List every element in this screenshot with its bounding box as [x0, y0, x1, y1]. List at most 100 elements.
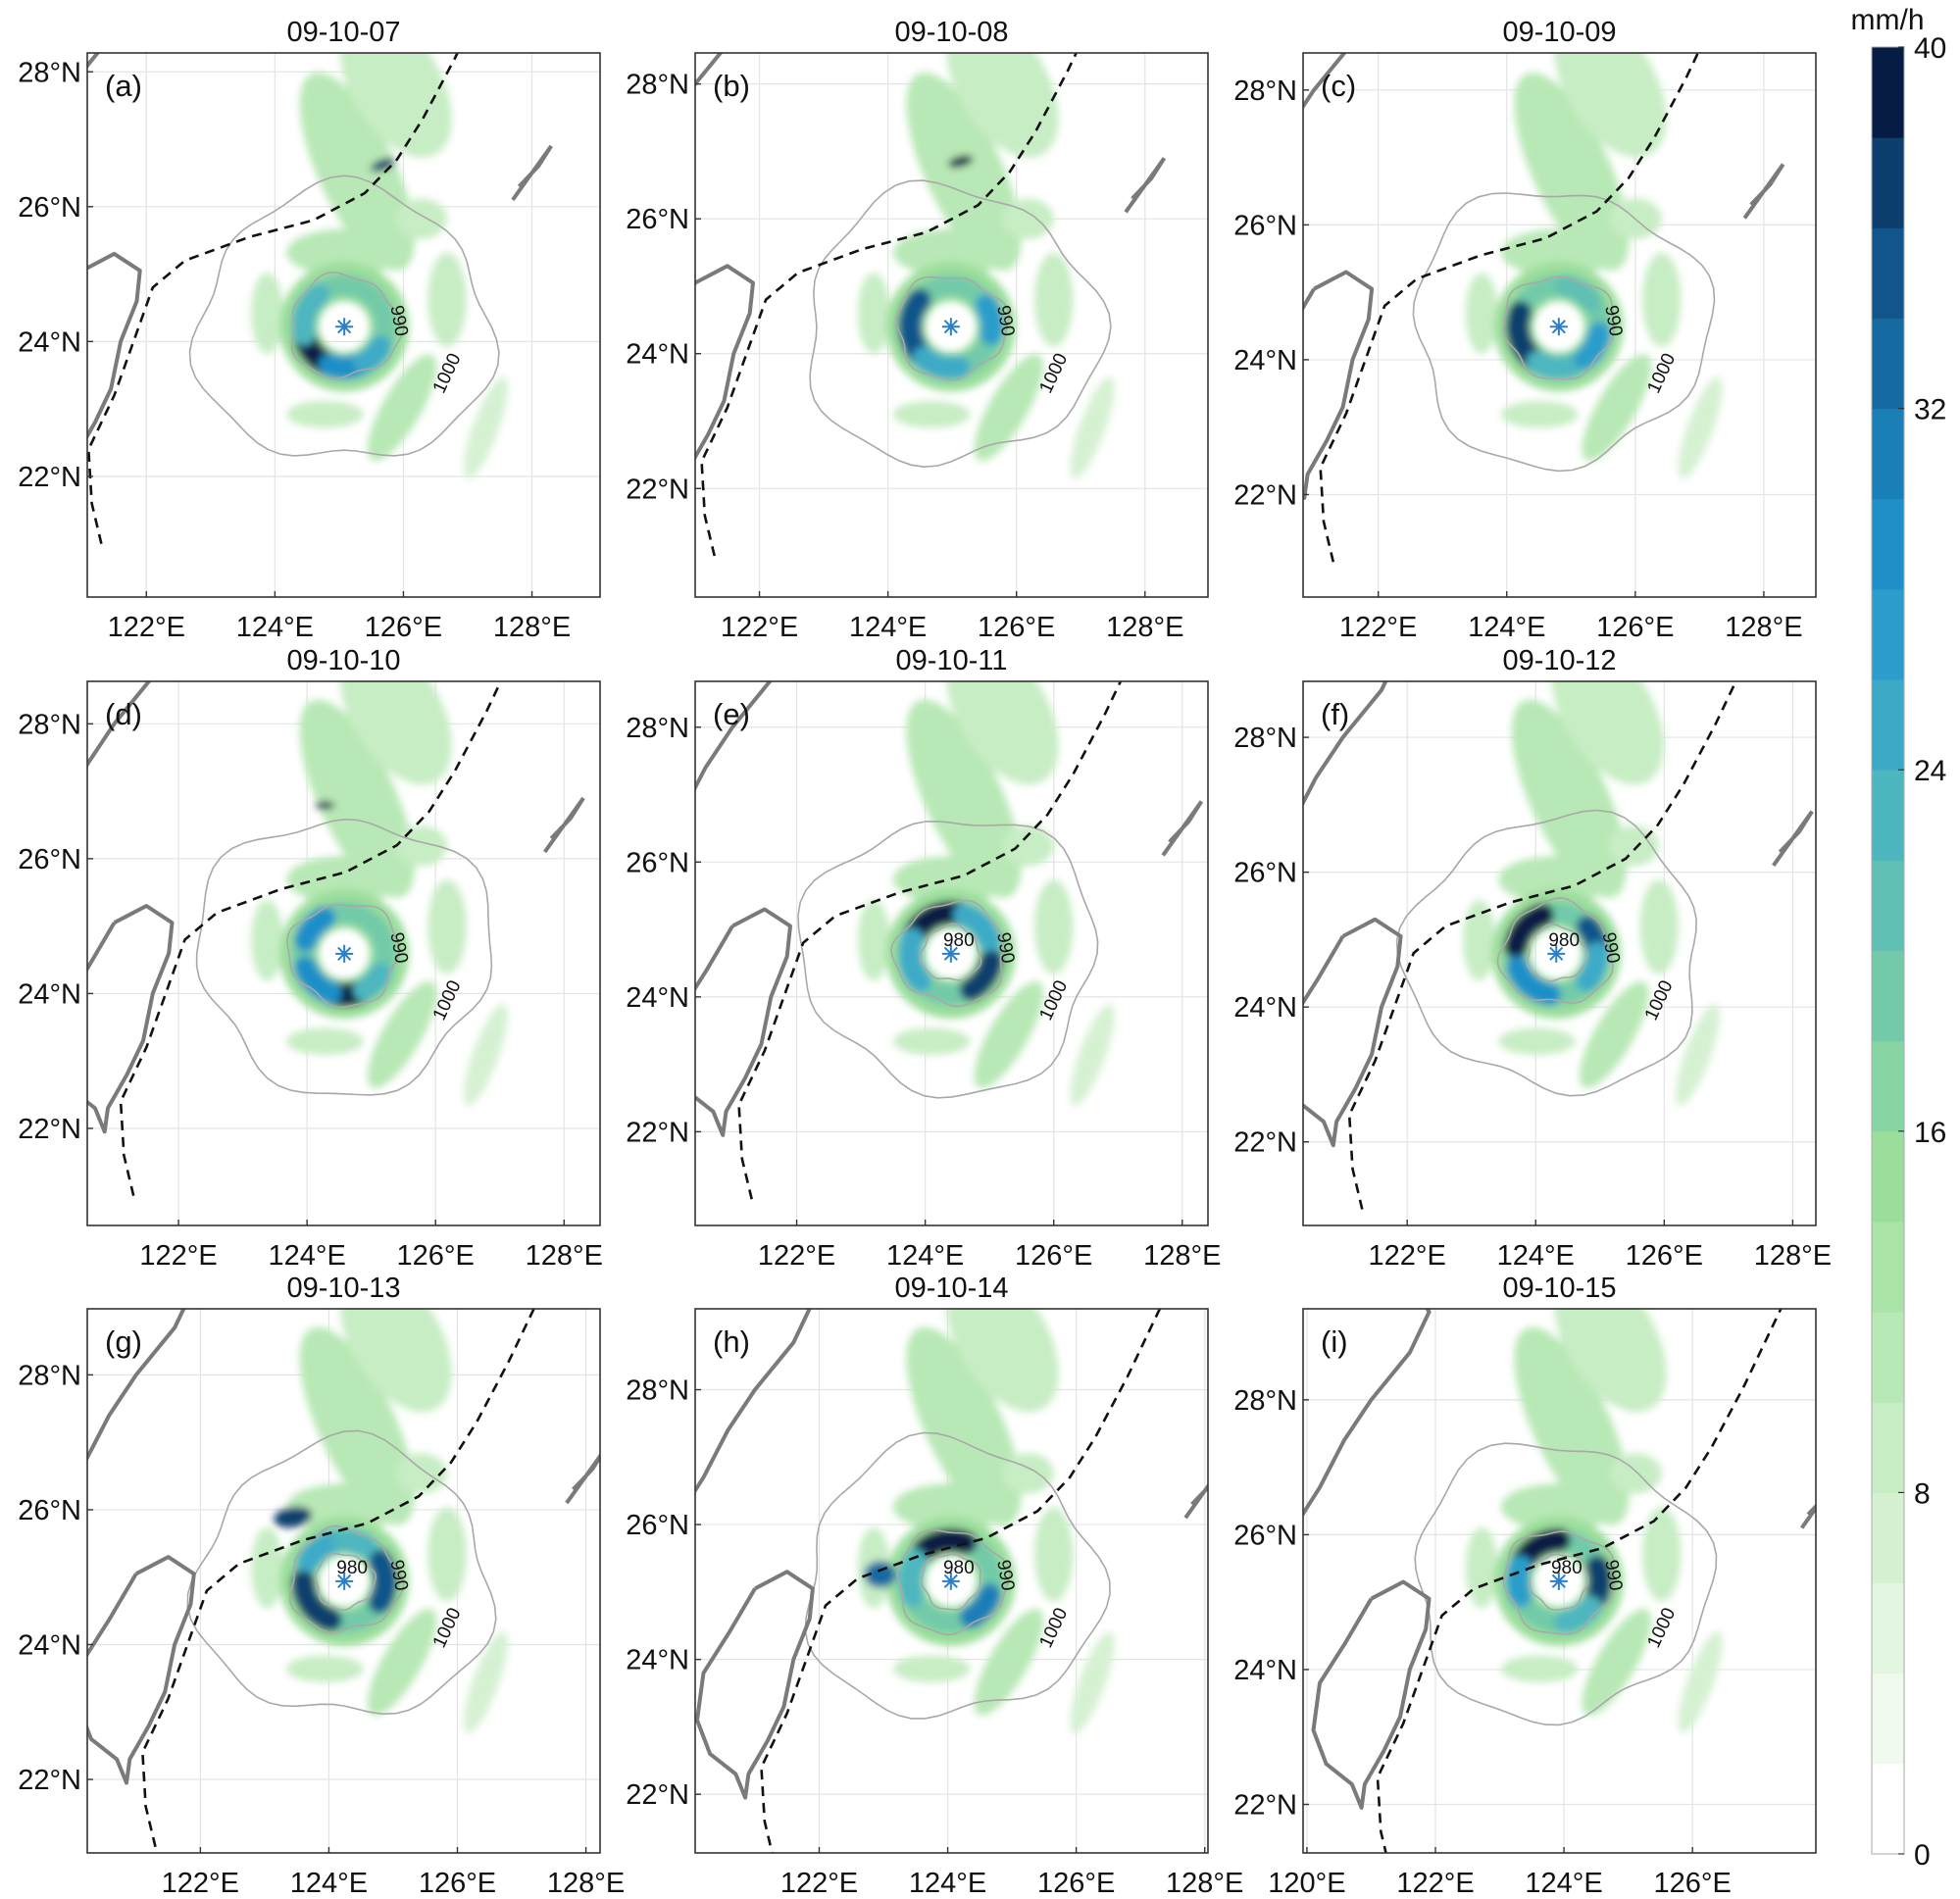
convective-cell: [947, 155, 974, 169]
colorbar-tick-label: 32: [1914, 394, 1946, 426]
contour-label: 980: [1548, 930, 1580, 951]
lat-tick-label: 26°N: [1233, 1520, 1297, 1551]
precipitation-field: [1465, 53, 1723, 479]
colorbar-level: [1872, 1402, 1904, 1493]
precipitation-field: [857, 1309, 1115, 1733]
colorbar-level: [1872, 1763, 1904, 1855]
isobar-990: [890, 899, 1004, 1008]
map-frame: [86, 1308, 601, 1854]
eyewall-rain-sector: [1554, 274, 1603, 313]
isobar-990: [1502, 1530, 1615, 1635]
lat-tick-label: 26°N: [626, 204, 689, 235]
colorbar-level: [1872, 1312, 1904, 1403]
lat-tick-label: 24°N: [626, 982, 689, 1014]
rainband-patch: [1553, 53, 1667, 158]
lat-tick-label: 26°N: [626, 1510, 689, 1541]
colorbar-tick-label: 40: [1914, 32, 1946, 65]
coastline-taiwan: [1303, 917, 1403, 1148]
panel-title: 09-10-15: [1502, 1273, 1616, 1304]
rainband-patch: [945, 681, 1059, 785]
coastline-okinawa: [565, 1452, 600, 1505]
asterisk-stroke: [1551, 1574, 1566, 1588]
colorbar-tick-label: 8: [1914, 1477, 1931, 1510]
colorbar-level: [1872, 408, 1904, 500]
lat-tick-label: 24°N: [1233, 345, 1297, 376]
lat-tick-label: 22°N: [1233, 1789, 1297, 1821]
rainband-patch: [945, 1309, 1059, 1413]
panel-label: (g): [105, 1324, 142, 1359]
isobar-1000: [1414, 1442, 1718, 1726]
colorbar-level: [1872, 1582, 1904, 1674]
lat-tick-label: 28°N: [18, 57, 81, 88]
lon-tick-label: 126°E: [419, 1868, 496, 1894]
lon-tick-label: 124°E: [268, 1240, 345, 1272]
asterisk-icon: [335, 944, 354, 963]
rainband-patch: [906, 1326, 1022, 1525]
isobar-1000: [797, 820, 1099, 1099]
lon-tick-label: 126°E: [1596, 612, 1674, 643]
colorbar-level: [1872, 1492, 1904, 1584]
asterisk-stroke: [943, 1574, 958, 1588]
rainband-patch: [395, 825, 448, 867]
coastline-taiwan: [87, 904, 175, 1134]
rainband-patch: [299, 1326, 415, 1525]
asterisk-stroke: [337, 1574, 352, 1588]
panel-label: (f): [1321, 697, 1349, 731]
isobar-980: [920, 1553, 981, 1611]
rainband-patch: [906, 72, 1022, 272]
lat-tick-label: 22°N: [626, 1779, 689, 1811]
panel-label: (b): [713, 69, 750, 103]
convective-cell: [371, 158, 395, 173]
colorbar-level: [1872, 498, 1904, 590]
asterisk-stroke: [943, 946, 958, 961]
colorbar-level: [1872, 679, 1904, 771]
isobar-1000: [809, 179, 1112, 469]
lat-tick-label: 26°N: [18, 844, 81, 875]
eyewall-rain-sector: [1554, 1595, 1603, 1634]
isobar-990: [1502, 275, 1615, 380]
asterisk-icon: [335, 1572, 354, 1590]
lat-tick-label: 28°N: [1233, 1385, 1297, 1417]
eyewall-rain-sector: [897, 1548, 928, 1608]
eyewall-rain-sector: [959, 1583, 1002, 1629]
coastline-china: [87, 1309, 186, 1463]
lat-tick-label: 22°N: [18, 1765, 81, 1796]
asterisk-icon: [1549, 318, 1568, 336]
colorbar-level: [1872, 137, 1904, 228]
rainband-patch: [1639, 879, 1679, 974]
eyewall-rain-sector: [1505, 1555, 1533, 1608]
coastline-taiwan: [87, 1555, 196, 1785]
coastline-okinawa: [1124, 157, 1167, 214]
colorbar-level: [1872, 1130, 1904, 1223]
asterisk-stroke: [1551, 320, 1566, 334]
rainband-patch: [427, 252, 467, 347]
rainband-patch: [1498, 1027, 1576, 1056]
map-frame: [1302, 680, 1817, 1226]
coastline-okinawa: [1742, 163, 1785, 220]
coastline-china: [695, 681, 773, 792]
precipitation-field: [251, 681, 508, 1106]
eyewall-rain-sector: [912, 1527, 978, 1562]
eyewall-rain-sector: [368, 1548, 398, 1614]
rainband-patch: [1002, 825, 1054, 867]
map-frame: [694, 52, 1209, 598]
lat-tick-label: 26°N: [18, 192, 81, 224]
rainband-patch: [286, 228, 403, 276]
lon-tick-label: 126°E: [1626, 1240, 1703, 1272]
coastline-taiwan: [1311, 1579, 1432, 1810]
panel-label: (e): [713, 697, 750, 731]
rainband-patch: [1500, 1655, 1579, 1683]
eyewall-rain-sector: [293, 956, 342, 1005]
rainband-patch: [1070, 1004, 1115, 1106]
coastline-okinawa: [1772, 810, 1814, 867]
rainband-patch: [427, 1507, 467, 1602]
lat-tick-label: 22°N: [626, 474, 689, 505]
rainband-patch: [974, 980, 1044, 1088]
lon-tick-label: 126°E: [1654, 1868, 1732, 1894]
